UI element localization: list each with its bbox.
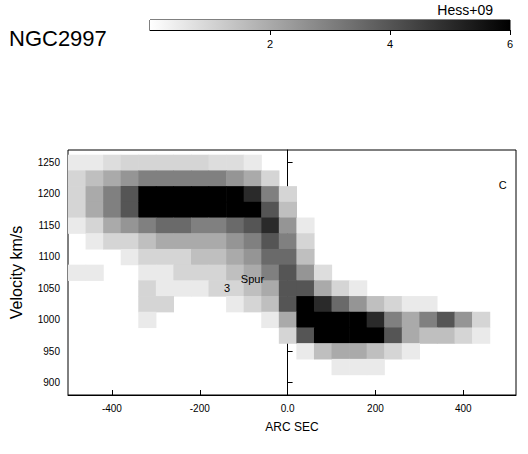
svg-text:C: C bbox=[499, 179, 507, 191]
svg-text:1150: 1150 bbox=[38, 220, 60, 231]
svg-text:900: 900 bbox=[43, 377, 60, 388]
svg-text:1200: 1200 bbox=[38, 188, 61, 199]
svg-text:1250: 1250 bbox=[38, 157, 61, 168]
svg-text:3: 3 bbox=[224, 282, 230, 294]
svg-text:NGC2997: NGC2997 bbox=[9, 26, 107, 51]
svg-text:950: 950 bbox=[43, 346, 60, 357]
svg-text:2: 2 bbox=[267, 38, 273, 50]
svg-text:Velocity km/s: Velocity km/s bbox=[8, 226, 25, 319]
svg-text:-400: -400 bbox=[102, 403, 122, 414]
svg-text:400: 400 bbox=[455, 403, 472, 414]
svg-text:1100: 1100 bbox=[38, 251, 60, 262]
svg-text:1050: 1050 bbox=[38, 283, 61, 294]
svg-text:ARC SEC: ARC SEC bbox=[265, 420, 319, 434]
svg-text:1000: 1000 bbox=[38, 314, 61, 325]
svg-text:Spur: Spur bbox=[241, 273, 265, 285]
svg-text:Hess+09: Hess+09 bbox=[437, 2, 493, 18]
svg-text:6: 6 bbox=[507, 38, 513, 50]
svg-text:-200: -200 bbox=[190, 403, 210, 414]
svg-text:0.0: 0.0 bbox=[281, 403, 295, 414]
svg-text:200: 200 bbox=[367, 403, 384, 414]
svg-text:4: 4 bbox=[387, 38, 393, 50]
